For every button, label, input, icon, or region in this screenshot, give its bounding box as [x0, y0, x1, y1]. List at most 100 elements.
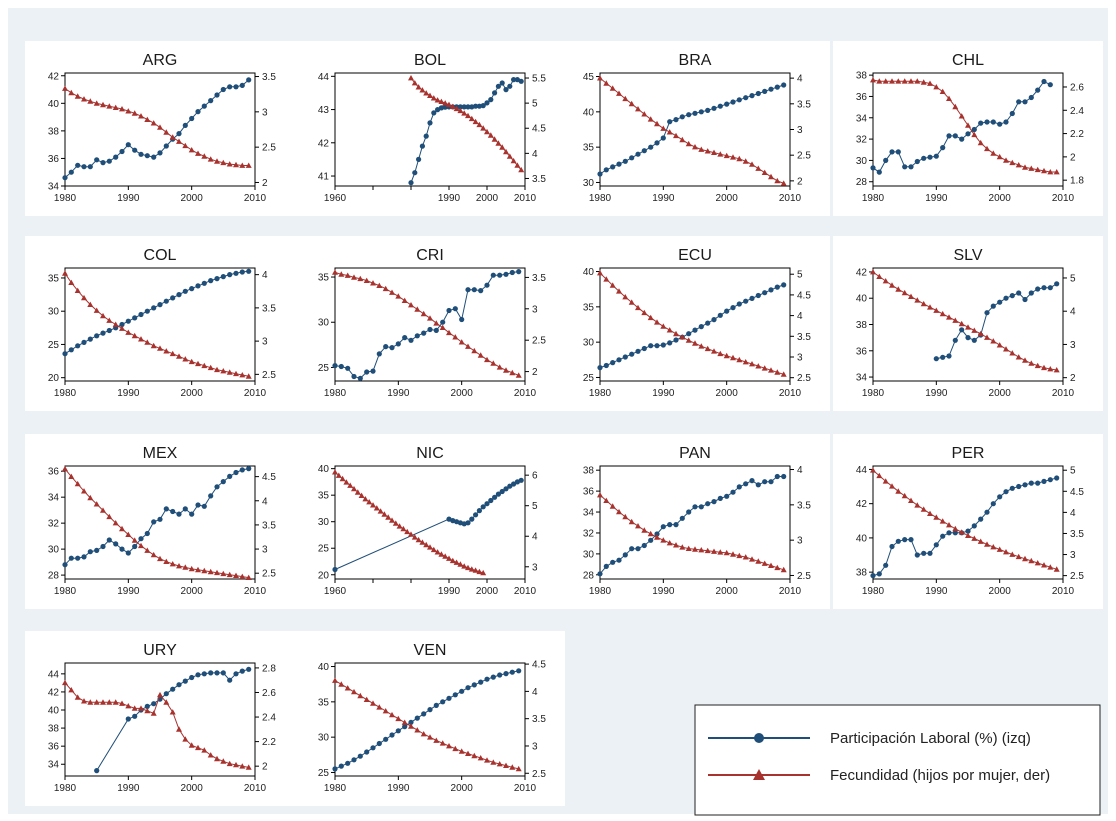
participacion-point — [889, 543, 895, 550]
fecundidad-point — [876, 273, 883, 279]
participacion-point — [736, 484, 742, 490]
participacion-point — [679, 515, 685, 521]
fecundidad-point — [908, 293, 914, 299]
participacion-point — [220, 670, 226, 676]
y-left-tick-label: 30 — [48, 545, 60, 556]
participacion-point — [895, 149, 901, 155]
participacion-point — [921, 155, 927, 161]
participacion-point — [338, 363, 344, 370]
participacion-point — [239, 269, 245, 275]
fecundidad-point — [233, 370, 239, 377]
participacion-point — [743, 298, 749, 304]
participacion-point — [446, 307, 452, 314]
fecundidad-point — [679, 136, 686, 143]
plot-frame — [64, 72, 256, 187]
participacion-point — [176, 682, 182, 688]
fecundidad-point — [717, 350, 724, 357]
participacion-point — [189, 115, 195, 122]
fecundidad-point — [476, 568, 483, 575]
panel-arg: ARG 1980 1990 2000 2010 34 36 38 40 42 2 2.5 3 3.5 — [25, 41, 295, 216]
participacion-point — [345, 365, 351, 371]
participacion-point — [717, 103, 723, 109]
participacion-point — [762, 479, 768, 485]
participacion-point — [603, 167, 609, 173]
fecundidad-point — [338, 271, 345, 277]
participacion-point — [138, 311, 144, 318]
x-tick-label: 2000 — [989, 193, 1012, 204]
participacion-point — [762, 290, 768, 296]
fecundidad-point — [477, 352, 484, 358]
plot-frame — [599, 267, 791, 382]
participacion-point — [189, 674, 195, 681]
fecundidad-point — [100, 507, 106, 513]
participacion-point — [1003, 295, 1009, 301]
participacion-point — [246, 268, 252, 274]
fecundidad-point — [68, 89, 75, 96]
fecundidad-point — [93, 100, 100, 106]
y-left-tick-label: 42 — [318, 138, 330, 149]
participacion-point — [495, 491, 501, 497]
x-tick-label: 2000 — [989, 586, 1012, 597]
fecundidad-point — [446, 329, 452, 336]
participacion-point — [227, 677, 233, 683]
participacion-point — [984, 119, 990, 125]
fecundidad-point — [408, 302, 414, 308]
x-tick-label: 2010 — [244, 193, 267, 204]
participacion-point — [214, 670, 220, 676]
participacion-point — [499, 488, 505, 495]
y-left-tick-label: 38 — [856, 320, 868, 331]
fecundidad-point — [414, 727, 421, 733]
y-right-tick-label: 5 — [1070, 466, 1076, 477]
participacion-point — [1054, 281, 1060, 287]
fecundidad-point — [971, 327, 978, 333]
participacion-point — [68, 555, 74, 561]
x-tick-label: 2010 — [779, 586, 802, 597]
participacion-point — [509, 269, 515, 276]
fecundidad-point — [920, 79, 927, 85]
y-right-tick-label: 2 — [262, 762, 268, 773]
panel-per: PER 1980 1990 2000 2010 38 40 42 44 2.5 3 3.5 4 4.5 5 — [833, 434, 1103, 609]
participacion-point — [157, 150, 163, 156]
y-left-tick-label: 40 — [856, 533, 868, 544]
fecundidad-point — [415, 536, 422, 543]
fecundidad-point — [628, 518, 635, 525]
y-right-tick-label: 2.5 — [262, 370, 276, 381]
fecundidad-point — [698, 343, 705, 349]
fecundidad-point — [597, 270, 603, 276]
fecundidad-point — [895, 488, 902, 494]
fecundidad-point — [62, 679, 68, 686]
fecundidad-point — [81, 294, 87, 301]
y-left-tick-label: 35 — [318, 491, 330, 502]
fecundidad-point — [780, 566, 787, 573]
y-right-tick-label: 4 — [532, 149, 538, 160]
fecundidad-point — [597, 492, 603, 498]
participacion-point — [113, 541, 119, 547]
fecundidad-point — [458, 339, 465, 345]
fecundidad-point — [471, 347, 478, 354]
y-right-tick-label: 5 — [532, 99, 538, 110]
participacion-point — [635, 546, 641, 552]
fecundidad-point — [882, 278, 889, 284]
y-right-tick-label: 3.5 — [532, 174, 546, 185]
x-tick-label: 2010 — [244, 586, 267, 597]
fecundidad-point — [952, 317, 959, 323]
fecundidad-point — [1041, 167, 1047, 174]
fecundidad-point — [62, 85, 68, 91]
fecundidad-point — [730, 154, 736, 160]
participacion-point — [414, 333, 420, 339]
y-left-tick-label: 43 — [318, 105, 330, 116]
participacion-point — [503, 271, 509, 277]
y-left-tick-label: 38 — [856, 568, 868, 579]
participacion-point — [933, 153, 939, 159]
participacion-point — [692, 327, 698, 333]
y-left-tick-label: 20 — [48, 373, 60, 384]
participacion-point — [509, 669, 515, 675]
x-tick-label: 1980 — [324, 388, 347, 399]
fecundidad-point — [195, 150, 201, 156]
fecundidad-point — [119, 325, 125, 331]
fecundidad-point — [182, 564, 189, 570]
fecundidad-point — [717, 549, 724, 555]
participacion-point — [1016, 290, 1022, 296]
fecundidad-point — [1047, 564, 1054, 570]
y-left-tick-label: 34 — [583, 508, 595, 519]
